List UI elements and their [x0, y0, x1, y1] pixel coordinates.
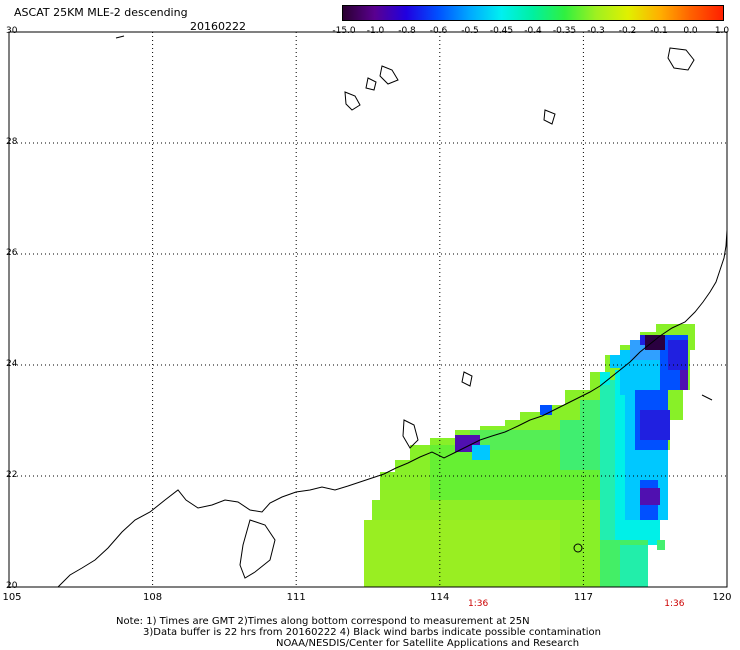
colorbar-tick-label: 0.0	[683, 26, 698, 36]
note-line-2: 3)Data buffer is 22 hrs from 20160222 4)…	[143, 627, 601, 638]
lat-tick-label: 24	[6, 359, 18, 369]
mainland-coast	[57, 229, 728, 588]
colorbar-tick-label: -0.2	[618, 26, 637, 36]
coast-fragment-1	[115, 35, 125, 39]
colorbar	[342, 5, 724, 21]
swath-cell	[610, 355, 622, 368]
coast-island-4	[667, 47, 695, 71]
coast-island-3	[379, 65, 399, 85]
colorbar-tick-label: -15.0	[332, 26, 356, 36]
coast-fragment-2	[701, 394, 713, 401]
swath-cell	[620, 545, 648, 587]
swath-cell	[640, 488, 660, 505]
lat-lon-grid	[8, 31, 728, 588]
lat-tick-label: 30	[6, 26, 18, 36]
colorbar-tick-label: -0.8	[398, 26, 416, 36]
swath-cell	[540, 405, 552, 415]
swath-cell	[640, 410, 670, 440]
colorbar-tick-label: -0.4	[524, 26, 542, 36]
colorbar-tick-label: -0.3	[587, 26, 605, 36]
swath-cell	[645, 335, 665, 350]
colorbar-tick-label: -0.45	[489, 26, 514, 36]
colorbar-tick-label: -0.5	[461, 26, 479, 36]
lon-tick-label: 114	[430, 592, 450, 603]
colorbar-tick-label: -1.0	[366, 26, 385, 36]
coast-island-2	[365, 77, 377, 91]
swath-cell	[470, 430, 580, 450]
lon-tick-label: 111	[286, 592, 306, 603]
lat-tick-label: 28	[6, 137, 18, 147]
swath-cell	[364, 520, 560, 587]
note-line-3: NOAA/NESDIS/Center for Satellite Applica…	[276, 638, 580, 649]
coast-island-5	[543, 109, 556, 125]
coast-island-1	[344, 91, 361, 111]
coast-island-6	[461, 371, 473, 387]
swath-cell	[600, 372, 610, 385]
coastline	[57, 35, 728, 588]
swath-cell	[680, 370, 688, 390]
map-frame	[8, 31, 728, 588]
lon-tick-label: 120	[712, 592, 732, 603]
colorbar-tick-label: -0.35	[552, 26, 577, 36]
lon-tick-label: 117	[573, 592, 593, 603]
lat-tick-label: 26	[6, 248, 18, 258]
lon-tick-label: 108	[143, 592, 163, 603]
lat-tick-label: 20	[6, 581, 18, 591]
note-line-1: Note: 1) Times are GMT 2)Times along bot…	[116, 616, 530, 627]
swath-cell	[668, 340, 688, 370]
hainan-island	[239, 519, 276, 579]
pass-time-label: 1:36	[664, 599, 685, 609]
colorbar-tick-label: -0.1	[650, 26, 668, 36]
product-date: 20160222	[190, 20, 246, 33]
coast-island-7	[402, 419, 419, 449]
swath-cell	[472, 445, 490, 460]
product-title: ASCAT 25KM MLE-2 descending	[14, 6, 188, 19]
colorbar-tick-label: -0.6	[429, 26, 448, 36]
lat-tick-label: 22	[6, 470, 18, 480]
mle-data-swath	[364, 324, 695, 587]
swath-cell	[657, 540, 665, 550]
colorbar-tick-label: 1.0	[714, 26, 730, 36]
coast-island-8	[573, 543, 583, 553]
pass-time-label: 1:36	[467, 599, 489, 609]
lon-tick-label: 105	[2, 592, 22, 603]
